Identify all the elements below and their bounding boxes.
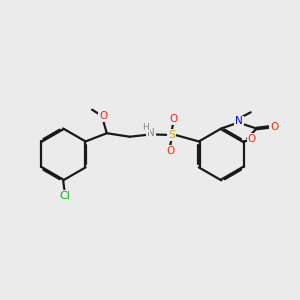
Text: Cl: Cl <box>59 191 70 201</box>
Text: O: O <box>99 111 107 121</box>
Text: O: O <box>248 134 256 143</box>
Text: N: N <box>147 128 155 138</box>
Text: N: N <box>235 116 243 126</box>
Text: O: O <box>270 122 278 132</box>
Text: S: S <box>168 130 175 140</box>
Text: H: H <box>142 123 149 132</box>
Text: O: O <box>166 146 174 156</box>
Text: O: O <box>169 114 177 124</box>
